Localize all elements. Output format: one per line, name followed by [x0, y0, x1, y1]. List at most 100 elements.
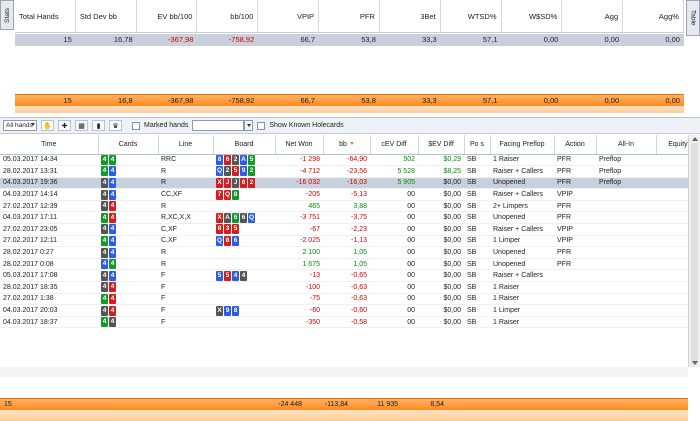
table-row[interactable]: 27.02.2017 1:38 4 4 F -75 -0,63 00 $0,00 SB 1 Rai…	[0, 293, 688, 306]
scroll-up-icon[interactable]	[692, 137, 698, 141]
stats-col-header[interactable]: W$SD%	[502, 0, 563, 32]
board-card: 4	[232, 270, 239, 281]
table-row[interactable]: 27.02.2017 12:39 4 4 R 465 3,88 00 $0,00 SB 2+ Li…	[0, 200, 688, 213]
board-card: X	[216, 212, 223, 223]
stats-col-header[interactable]: EV bb/100	[137, 0, 198, 32]
cell-pos: SB	[464, 316, 490, 329]
board-card: 3	[224, 224, 231, 235]
board-card: Q	[216, 235, 223, 246]
cell-time: 04.03.2017 20:03	[0, 304, 98, 317]
board-card: X	[216, 177, 223, 188]
stats-panel	[0, 0, 700, 118]
marked-hands-checkbox[interactable]	[132, 121, 140, 130]
cell-equity: na	[656, 246, 688, 259]
col-time[interactable]: Time	[0, 135, 99, 155]
cell-line: C,XF	[158, 223, 213, 236]
scrollbar-thumb[interactable]	[691, 143, 698, 365]
stats-row: 15 16,78 -367,98 -758,92 66,7 53,8 33,3 57,1 0,0…	[15, 34, 684, 46]
table-row[interactable]: 04.03.2017 19:36 4 4 R X J J 6 2 -16 032 -16,03 5 9…	[0, 177, 688, 190]
horizontal-scrollbar[interactable]	[0, 367, 688, 377]
stats-col-header[interactable]: bb/100	[197, 0, 259, 32]
col-action[interactable]: Action	[554, 135, 597, 155]
stats-cell: 0,00	[665, 35, 680, 44]
stats-col-header[interactable]: WTSD%	[441, 0, 502, 32]
stats-col-header[interactable]: PFR	[319, 0, 380, 32]
trophy-icon[interactable]: ♛	[109, 120, 122, 131]
cell-all-in	[596, 269, 656, 283]
hole-card: 4	[101, 293, 108, 304]
stats-total-cell: 57,1	[482, 96, 498, 105]
table-row[interactable]: 27.02.2017 12:11 4 4 C,XF Q 8 6 -2 025 -1,13 00 $0…	[0, 235, 688, 248]
col-sev-diff[interactable]: $EV Diff	[418, 135, 465, 155]
stats-total-cell: 53,8	[361, 96, 376, 105]
cell-time: 27.02.2017 12:39	[0, 200, 98, 213]
replay-icon[interactable]: ✋	[41, 120, 54, 131]
stats-col-header[interactable]: 3Bet	[380, 0, 441, 32]
bar-chart-icon[interactable]: ▮	[92, 120, 105, 131]
hand-filter-select[interactable]: All hands	[3, 120, 37, 131]
stats-col-header[interactable]: Std Dev bb	[76, 0, 137, 32]
stats-col-header[interactable]: VPIP	[258, 0, 320, 32]
table-row[interactable]: 28.02.2017 0:27 4 4 R 2 100 1,05 00 $0,00 SB Unop…	[0, 246, 688, 259]
cell-action	[554, 269, 596, 283]
table-row[interactable]: 04.03.2017 18:37 4 4 F -350 -0,58 00 $0,00 SB 1 R…	[0, 316, 688, 329]
stats-col-header[interactable]: Total Hands	[15, 0, 76, 32]
stats-col-header[interactable]: Agg	[562, 0, 624, 32]
board-card: 8	[216, 224, 223, 235]
board-card: 5	[224, 270, 231, 281]
show-holecards-checkbox[interactable]	[257, 121, 266, 130]
cell-action	[554, 316, 596, 329]
table-row[interactable]: 04.03.2017 14:14 4 4 CC,XF 7 Q 8 -205 -5,13 00 $0,…	[0, 188, 688, 201]
scroll-down-icon[interactable]	[692, 361, 698, 365]
col-facing-preflop[interactable]: Facing Preflop	[490, 135, 555, 155]
col-net-won[interactable]: Net Won	[275, 135, 324, 155]
table-side-tab[interactable]: Table	[686, 0, 700, 36]
col-cev-diff[interactable]: cEV Diff	[370, 135, 419, 155]
cell-equity: na	[656, 211, 688, 225]
cell-net-won: -100	[275, 281, 323, 294]
col-line[interactable]: Line	[158, 135, 214, 155]
hole-card: 4	[101, 317, 108, 327]
cell-pos: SB	[464, 188, 490, 201]
table-row[interactable]: 05.03.2017 14:34 4 4 RRC 8 6 2 A 5 -1 298 -64,90 50…	[0, 154, 688, 167]
cell-pos: SB	[464, 246, 490, 259]
col-board[interactable]: Board	[213, 135, 276, 155]
board-card: Q	[216, 166, 223, 177]
table-row[interactable]: 04.03.2017 17:11 4 4 R,XC,X,X X A 6 6 Q -3 751 -3,…	[0, 211, 688, 225]
table-row[interactable]: 05.03.2017 17:08 4 4 F 5 5 4 4 -13 -0,65 00 $0,00 SB…	[0, 269, 688, 283]
table-row[interactable]: 04.03.2017 20:03 4 4 F X 9 8 -60 -0,60 00 $0,00 SB 1…	[0, 304, 688, 317]
cell-line: R	[158, 200, 213, 213]
col-bb[interactable]: bb	[323, 135, 371, 155]
cell-bb: -16,03	[323, 177, 370, 190]
table-row[interactable]: 28.02.2017 0:08 4 4 R 1 675 1,05 00 $0,00 SB Unop…	[0, 258, 688, 271]
total-bb: -113,84	[324, 401, 348, 408]
cell-pos: SB	[464, 269, 490, 283]
board-card: A	[224, 212, 231, 223]
cell-equity: na	[656, 188, 688, 201]
hole-card: 4	[101, 270, 108, 281]
table-row[interactable]: 27.02.2017 23:05 4 4 C,XF 8 3 5 -67 -2,23 00 $0,00…	[0, 223, 688, 236]
stats-side-tab[interactable]: Stats	[0, 0, 14, 30]
vertical-scrollbar[interactable]	[688, 135, 700, 367]
col-equity[interactable]: Equity %	[656, 135, 688, 155]
marked-hands-input[interactable]	[192, 120, 245, 131]
col-all-in[interactable]: All-In	[596, 135, 657, 155]
table-row[interactable]: 28.02.2017 18:35 4 4 F -100 -0,63 00 $0,00 SB 1 R…	[0, 281, 688, 294]
cell-sev-diff: $0,00	[418, 200, 464, 213]
col-pos[interactable]: Po s	[464, 135, 491, 155]
col-cards[interactable]: Cards	[98, 135, 159, 155]
cell-net-won: -350	[275, 316, 323, 329]
table-row[interactable]: 28.02.2017 13:31 4 4 R Q 2 5 9 2 -4 712 -23,56 5 52…	[0, 165, 688, 178]
grid-icon[interactable]: ▦	[75, 120, 88, 131]
board-card: J	[232, 177, 239, 188]
cell-line: C,XF	[158, 235, 213, 248]
tag-icon[interactable]: ✚	[58, 120, 71, 131]
cell-action: PFR	[554, 177, 596, 190]
cell-facing-preflop: Unopened	[490, 246, 554, 259]
marked-hands-dropdown[interactable]	[244, 120, 254, 131]
stats-col-header[interactable]: Agg%	[623, 0, 684, 32]
